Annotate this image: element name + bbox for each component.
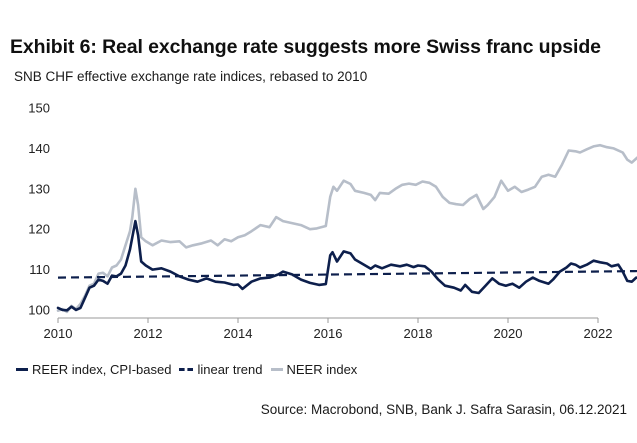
legend-label-neer: NEER index <box>286 362 358 377</box>
chart-title: Exhibit 6: Real exchange rate suggests m… <box>10 36 601 58</box>
x-tick-label-2022: 2022 <box>584 326 613 341</box>
legend-swatch-trend <box>179 368 194 371</box>
chart-subtitle: SNB CHF effective exchange rate indices,… <box>14 69 368 84</box>
legend-swatch-neer <box>270 368 283 371</box>
y-tick-label-120: 120 <box>28 222 50 237</box>
x-tick-label-2016: 2016 <box>314 326 343 341</box>
series-line-linear-trend <box>57 269 637 279</box>
legend-item-neer: NEER index <box>270 362 358 377</box>
legend-swatch-reer <box>16 368 28 371</box>
legend-item-trend: linear trend <box>179 362 263 377</box>
x-tick-label-2020: 2020 <box>494 326 523 341</box>
chart-legend: REER index, CPI-based linear trend NEER … <box>16 362 365 377</box>
series-line-reer <box>56 219 637 312</box>
y-tick-label-140: 140 <box>28 141 50 156</box>
y-tick-label-110: 110 <box>29 262 50 277</box>
legend-item-reer: REER index, CPI-based <box>16 362 171 377</box>
x-tick-label-2012: 2012 <box>134 326 163 341</box>
y-tick-label-100: 100 <box>28 302 50 317</box>
y-tick-label-130: 130 <box>28 181 50 196</box>
series-line-neer <box>56 143 637 314</box>
x-tick-label-2010: 2010 <box>44 326 73 341</box>
legend-label-trend: linear trend <box>197 362 263 377</box>
x-tick-label-2018: 2018 <box>404 326 433 341</box>
x-tick-label-2014: 2014 <box>224 326 253 341</box>
y-tick-label-150: 150 <box>28 101 50 116</box>
chart-source: Source: Macrobond, SNB, Bank J. Safra Sa… <box>260 402 627 417</box>
legend-label-reer: REER index, CPI-based <box>32 362 172 377</box>
